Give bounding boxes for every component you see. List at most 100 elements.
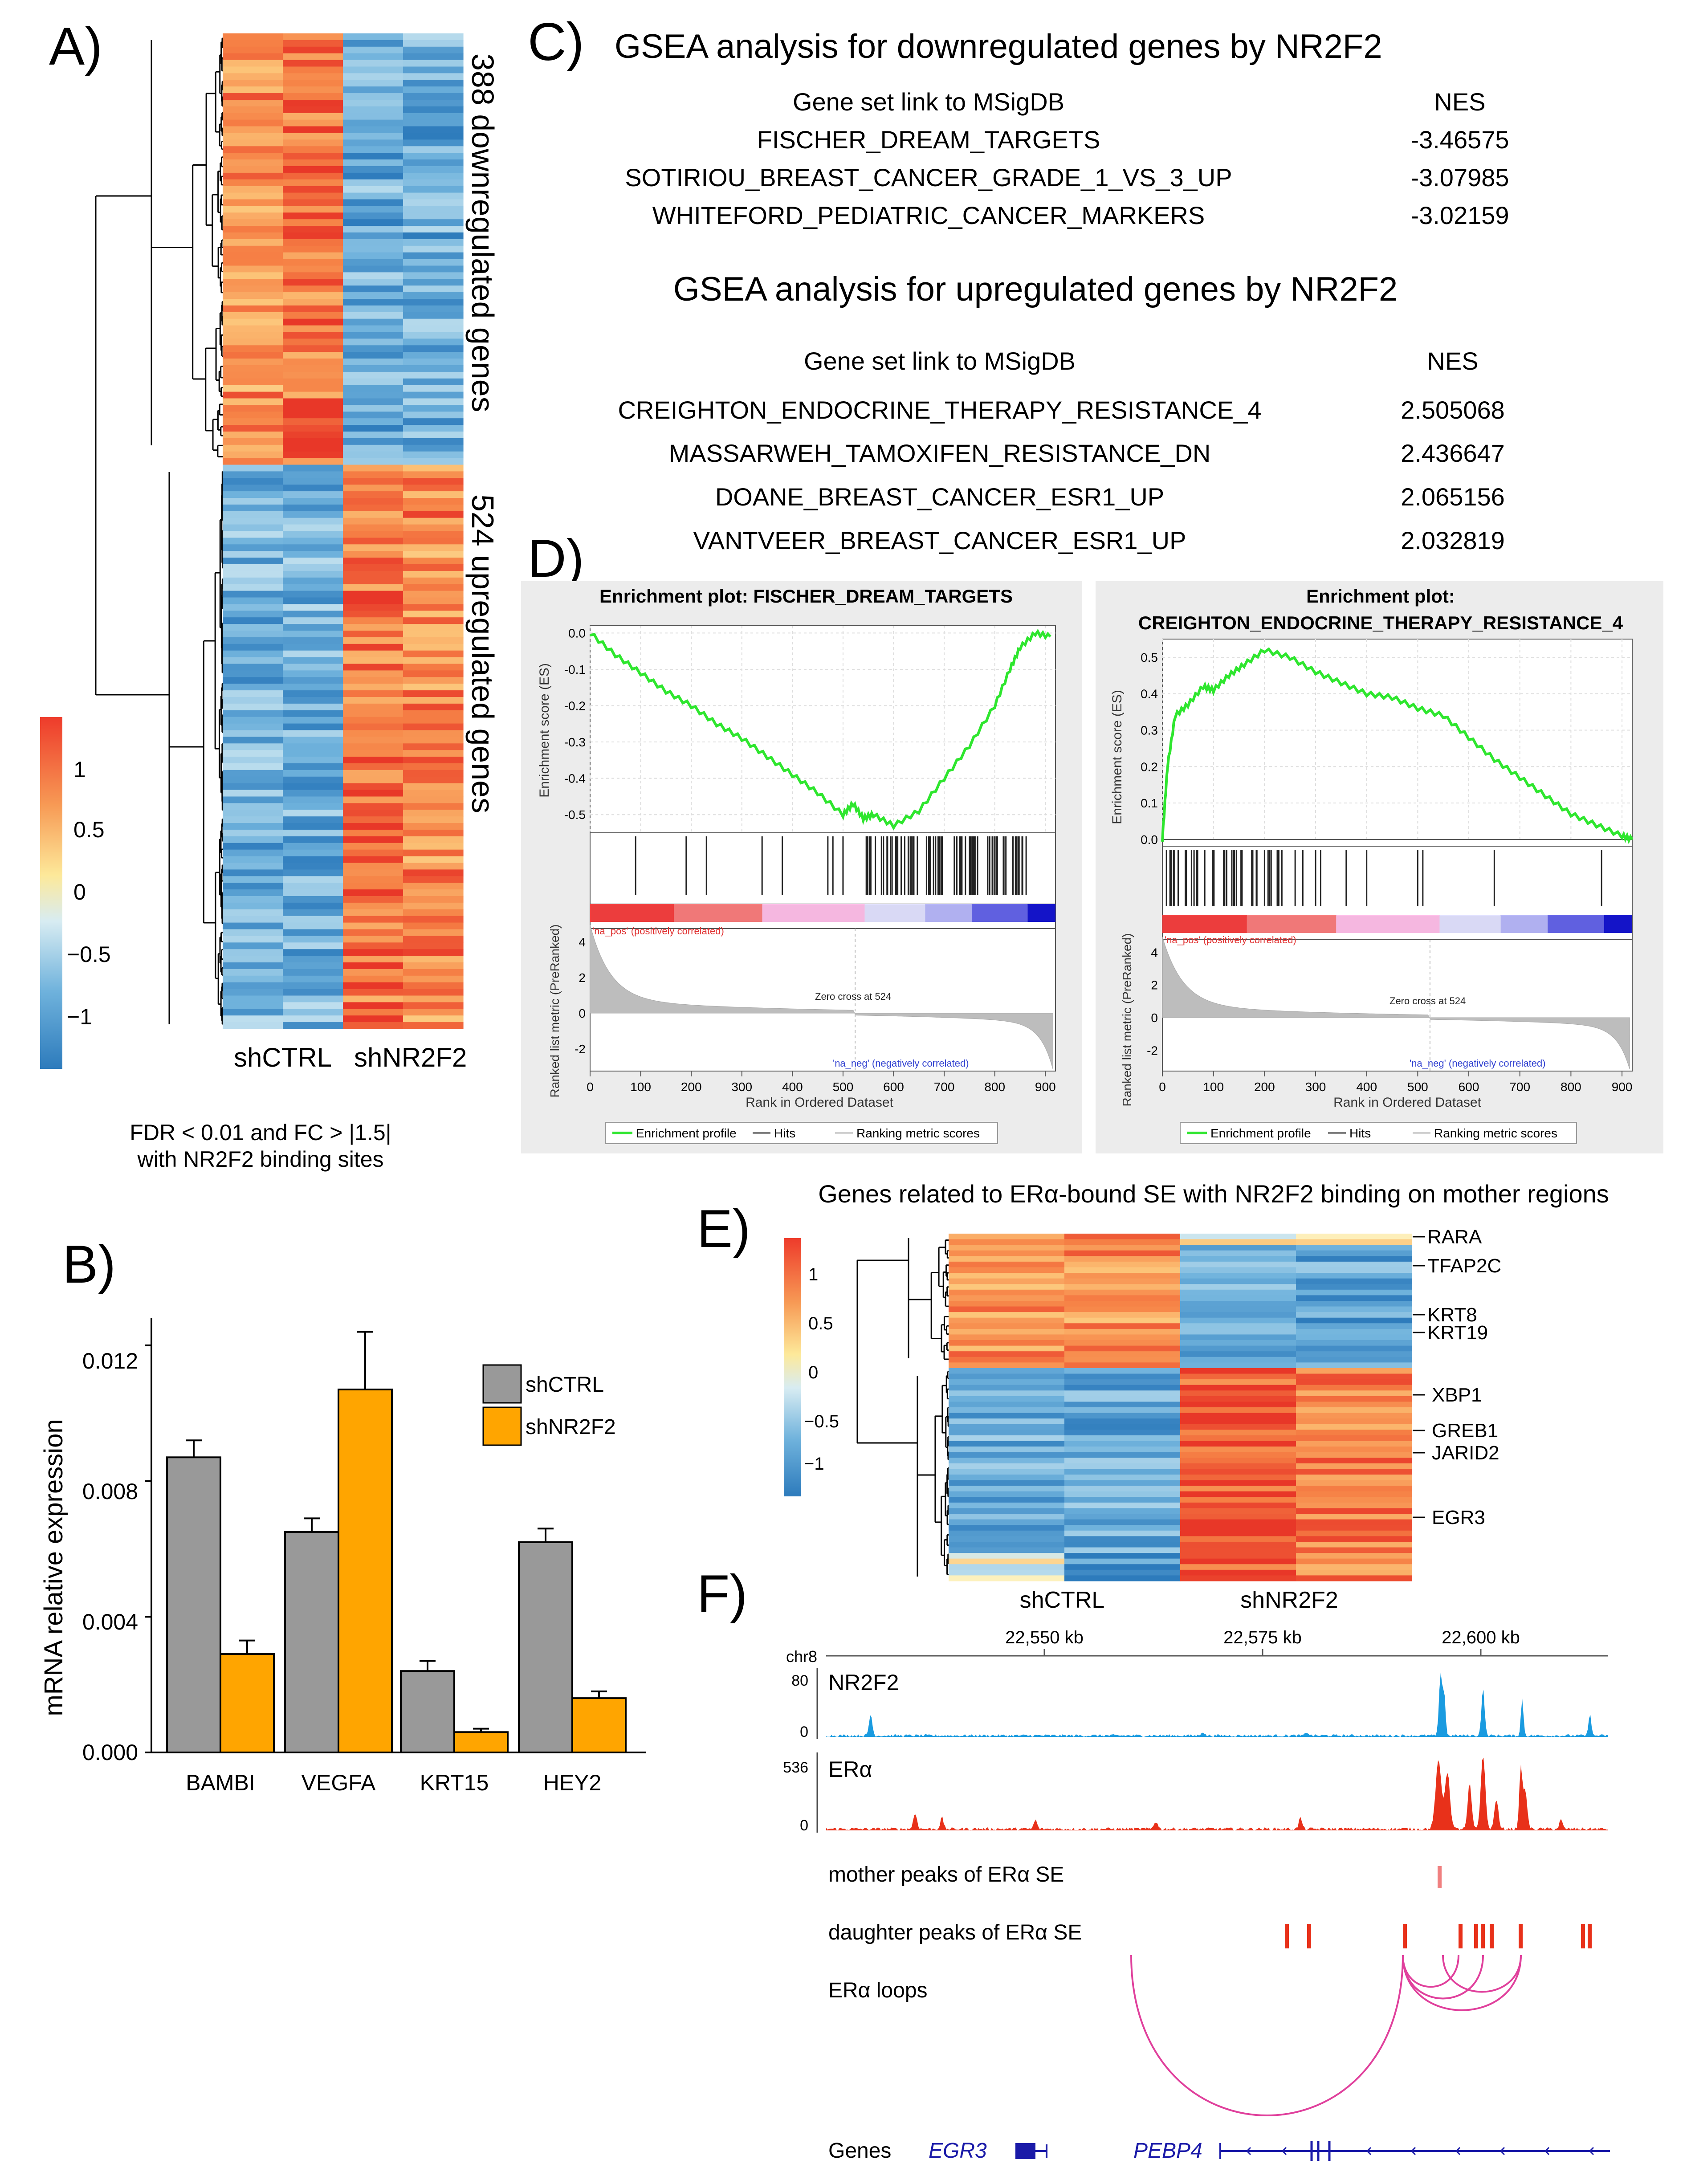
heatmap-cell xyxy=(223,53,283,61)
es-axis-label: Enrichment score (ES) xyxy=(537,663,552,798)
heatmap-cell xyxy=(403,33,464,41)
heatmap-cell xyxy=(1064,1267,1181,1273)
heatmap-cell xyxy=(343,80,403,87)
heatmap-cell xyxy=(223,949,283,956)
heatmap-cell xyxy=(403,757,464,764)
heatmap-cell xyxy=(1064,1261,1181,1268)
heatmap-cell xyxy=(403,558,464,565)
heatmap-cell xyxy=(1064,1245,1181,1251)
heatmap-cell xyxy=(223,272,283,279)
heatmap-cell xyxy=(1180,1306,1296,1312)
rank-color-segment xyxy=(1247,915,1337,933)
heatmap-cell xyxy=(1180,1525,1296,1531)
heatmap-a-color-legend xyxy=(40,717,62,1069)
bar-chart-y-ticks: 0.000 0.004 0.008 0.012 xyxy=(82,1349,138,1765)
heatmap-cell xyxy=(403,166,464,173)
heatmap-cell xyxy=(223,285,283,293)
heatmap-e xyxy=(949,1234,1412,1581)
heatmap-e-col-label-ctrl: shCTRL xyxy=(1020,1587,1105,1613)
heatmap-cell xyxy=(283,325,343,333)
heatmap-cell xyxy=(949,1373,1065,1380)
heatmap-cell xyxy=(1064,1508,1181,1514)
heatmap-cell xyxy=(949,1256,1065,1262)
heatmap-cell xyxy=(403,199,464,206)
legend-box xyxy=(605,1122,998,1144)
heatmap-cell xyxy=(223,80,283,87)
rank-color-segment xyxy=(1336,915,1440,933)
heatmap-cell xyxy=(343,677,403,684)
daughter-peak xyxy=(1581,1924,1585,1948)
heatmap-cell xyxy=(403,584,464,591)
heatmap-cell xyxy=(343,843,403,850)
heatmap-cell xyxy=(1180,1362,1296,1369)
x-tick-label: 200 xyxy=(681,1080,702,1094)
heatmap-cell xyxy=(223,66,283,73)
metric-axis-label: Ranked list metric (PreRanked) xyxy=(548,924,562,1097)
y-tick-label: 0.000 xyxy=(82,1740,138,1765)
gsea-up-col-nes: NES xyxy=(1427,347,1478,375)
heatmap-cell xyxy=(949,1312,1065,1318)
heatmap-cell xyxy=(403,863,464,870)
heatmap-cell xyxy=(223,863,283,870)
heatmap-cell xyxy=(343,684,403,691)
heatmap-cell xyxy=(1180,1564,1296,1570)
heatmap-cell xyxy=(1180,1569,1296,1576)
heatmap-cell xyxy=(403,378,464,386)
heatmap-cell xyxy=(223,438,283,445)
heatmap-cell xyxy=(1296,1328,1412,1335)
heatmap-cell xyxy=(403,232,464,240)
heatmap-cell xyxy=(283,584,343,591)
heatmap-cell xyxy=(343,617,403,624)
heatmap-cell xyxy=(949,1357,1065,1363)
heatmap-cell xyxy=(283,405,343,412)
heatmap-cell xyxy=(403,325,464,333)
heatmap-cell xyxy=(343,312,403,319)
heatmap-cell xyxy=(223,239,283,246)
metric-axis-label: Ranked list metric (PreRanked) xyxy=(1120,933,1134,1106)
x-tick-label: 200 xyxy=(1254,1080,1275,1094)
heatmap-cell xyxy=(403,272,464,279)
heatmap-cell xyxy=(949,1295,1065,1301)
heatmap-cell xyxy=(223,591,283,598)
heatmap-cell xyxy=(283,126,343,134)
heatmap-cell xyxy=(403,119,464,127)
legend-hits-label: Hits xyxy=(1349,1126,1371,1140)
heatmap-cell xyxy=(343,538,403,545)
heatmap-cell xyxy=(283,909,343,917)
heatmap-cell xyxy=(949,1530,1065,1536)
heatmap-cell xyxy=(283,106,343,114)
heatmap-cell xyxy=(1296,1295,1412,1301)
heatmap-cell xyxy=(1064,1486,1181,1492)
heatmap-cell xyxy=(283,922,343,930)
heatmap-cell xyxy=(403,312,464,319)
heatmap-cell xyxy=(283,657,343,664)
daughter-peak xyxy=(1285,1924,1289,1948)
heatmap-cell xyxy=(403,810,464,817)
heatmap-cell xyxy=(283,677,343,684)
heatmap-cell xyxy=(403,212,464,220)
heatmap-cell xyxy=(223,312,283,319)
heatmap-cell xyxy=(343,385,403,392)
heatmap-cell xyxy=(283,730,343,737)
heatmap-cell xyxy=(223,432,283,439)
heatmap-cell xyxy=(223,969,283,976)
heatmap-cell xyxy=(343,783,403,790)
heatmap-cell xyxy=(283,551,343,558)
heatmap-cell xyxy=(343,796,403,803)
heatmap-cell xyxy=(343,690,403,697)
pos-correlated-label: 'na_pos' (positively correlated) xyxy=(592,925,724,937)
heatmap-cell xyxy=(223,538,283,545)
heatmap-cell xyxy=(343,444,403,452)
legend-tick: 1 xyxy=(73,757,86,782)
enrichment-plot-right: 0 100 200 300 400 500 600 700 800 900 0.5 0.4 0.3 0.2… xyxy=(1141,639,1634,1094)
heatmap-cell xyxy=(223,153,283,160)
bar-shctrl-bambi xyxy=(166,1456,221,1753)
heatmap-cell xyxy=(1296,1323,1412,1329)
heatmap-cell xyxy=(1064,1474,1181,1481)
heatmap-cell xyxy=(223,425,283,432)
heatmap-cell xyxy=(1180,1312,1296,1318)
legend-swatch-shnr2f2 xyxy=(482,1406,522,1446)
gsea-down-row-nes: -3.46575 xyxy=(1410,126,1509,154)
heatmap-cell xyxy=(283,292,343,299)
heatmap-cell xyxy=(343,591,403,598)
